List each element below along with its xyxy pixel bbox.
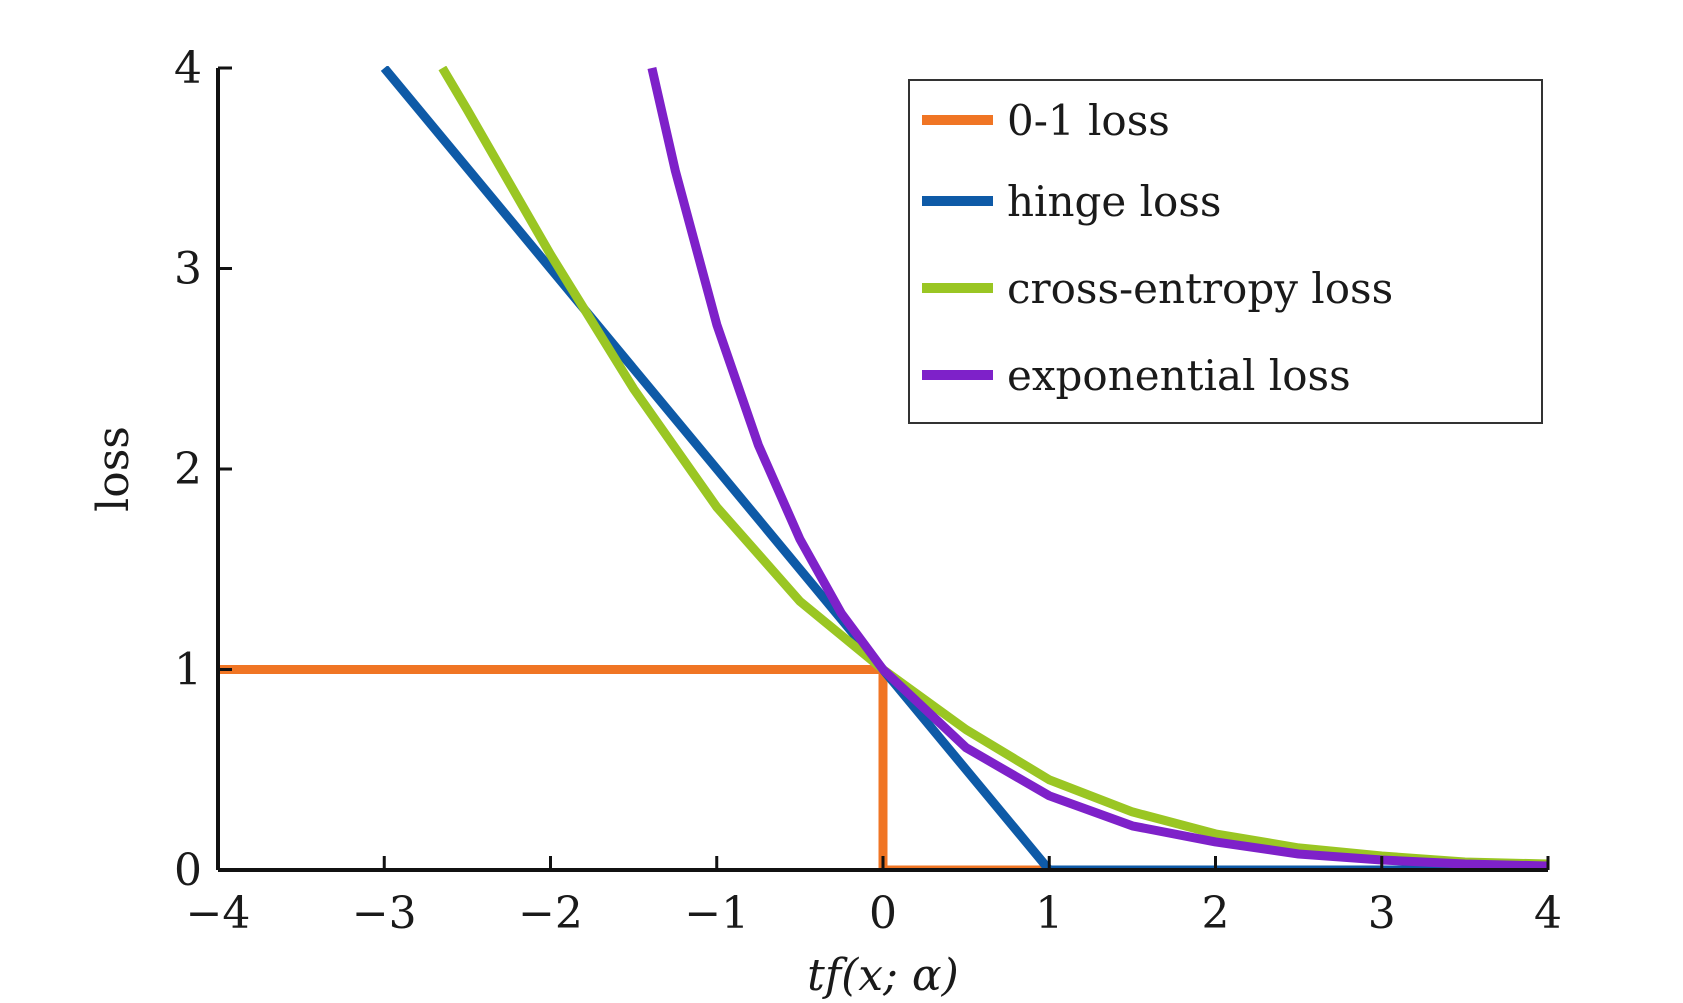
y-axis-label: loss (88, 426, 139, 512)
x-axis-label: tf(x; α) (807, 950, 959, 1001)
legend: 0-1 loss hinge loss cross-entropy loss expo… (908, 79, 1543, 424)
x-tick-label: −4 (186, 888, 251, 939)
series-line-cross-entropy-loss (438, 66, 1549, 869)
x-tick-label: 0 (869, 888, 897, 939)
x-tick-label: 2 (1202, 888, 1230, 939)
x-tick-label: −3 (352, 888, 417, 939)
y-tick-label: 2 (174, 444, 202, 495)
y-tick-label: 4 (174, 43, 202, 94)
legend-label-exponential-loss: exponential loss (1007, 351, 1351, 400)
y-tick-label: 1 (174, 645, 202, 696)
legend-label-0-1-loss: 0-1 loss (1007, 96, 1170, 145)
x-tick-label: 1 (1035, 888, 1063, 939)
x-tick-label: −1 (684, 888, 749, 939)
x-ticks: −4 −3 −2 −1 0 1 2 3 4 (186, 856, 1562, 939)
legend-box (908, 79, 1543, 424)
y-tick-label: 0 (174, 845, 202, 896)
legend-label-hinge-loss: hinge loss (1007, 177, 1221, 226)
x-tick-label: 4 (1534, 888, 1562, 939)
y-ticks: 0 1 2 3 4 (174, 43, 232, 896)
x-tick-label: −2 (518, 888, 583, 939)
legend-label-cross-entropy-loss: cross-entropy loss (1007, 264, 1393, 313)
y-tick-label: 3 (174, 244, 202, 295)
x-tick-label: 3 (1368, 888, 1396, 939)
series-line-exponential-loss (647, 67, 1549, 871)
